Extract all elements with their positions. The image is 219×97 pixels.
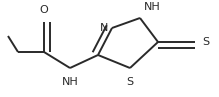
Text: S: S xyxy=(126,77,134,87)
Text: S: S xyxy=(202,37,209,47)
Text: O: O xyxy=(40,5,48,15)
Text: NH: NH xyxy=(144,2,161,12)
Text: N: N xyxy=(100,23,108,33)
Text: NH: NH xyxy=(62,77,78,87)
